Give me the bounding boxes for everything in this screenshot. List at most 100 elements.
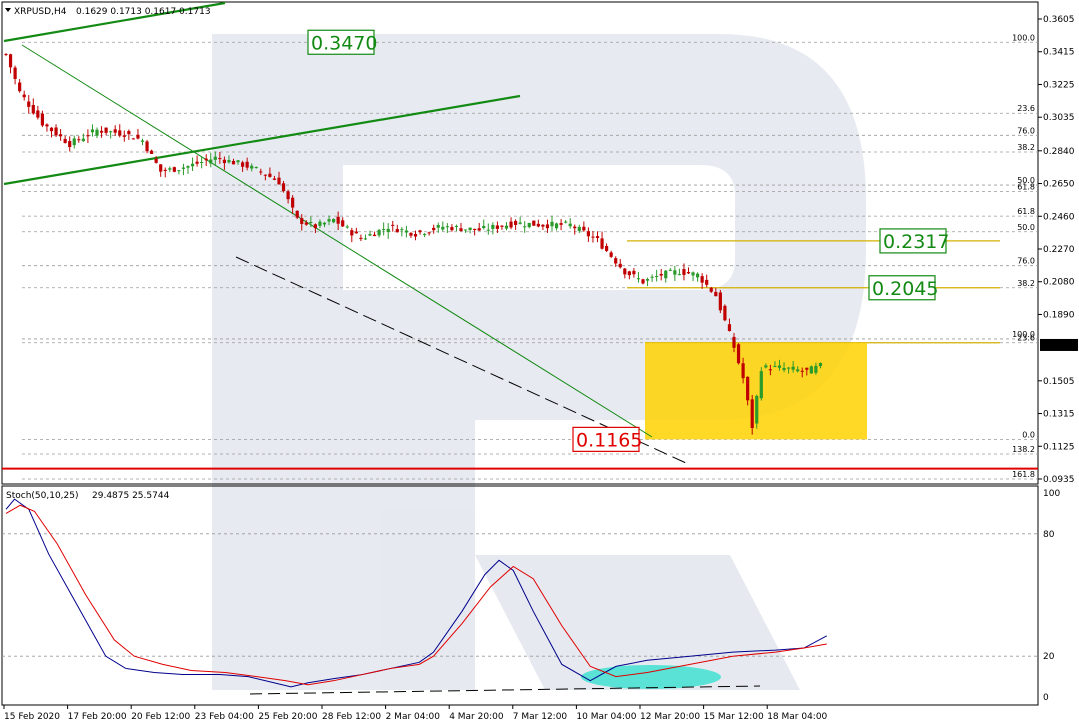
candle xyxy=(559,219,563,231)
candle xyxy=(59,129,63,141)
time-tick-label: 10 Mar 04:00 xyxy=(576,712,636,722)
candle xyxy=(818,362,823,369)
candle xyxy=(787,366,791,374)
callout-target-2: 0.2045 xyxy=(868,275,938,301)
stoch-indicator-label: Stoch(50,10,25) xyxy=(6,491,79,501)
candle xyxy=(177,169,181,175)
candle xyxy=(295,210,299,220)
candle xyxy=(514,219,518,230)
svg-text:0.1165: 0.1165 xyxy=(576,429,642,451)
candle xyxy=(691,271,695,282)
candle xyxy=(796,366,800,373)
fib-level-label: 76.0 xyxy=(1017,126,1035,135)
price-tick-label: 0.2650 xyxy=(1043,180,1075,190)
candle xyxy=(427,231,431,236)
stoch-divergence-line xyxy=(249,685,761,695)
candle xyxy=(800,367,804,378)
candle xyxy=(582,221,586,232)
candle xyxy=(309,216,313,228)
time-tick-label: 4 Mar 20:00 xyxy=(449,712,504,722)
candle xyxy=(372,231,377,237)
candle xyxy=(354,227,358,234)
candle xyxy=(400,227,404,237)
candle xyxy=(609,250,613,259)
candle xyxy=(31,98,35,115)
price-tick-label: 0.1125 xyxy=(1043,442,1075,452)
candle xyxy=(764,363,768,369)
time-tick-label: 28 Feb 12:00 xyxy=(322,712,381,722)
candle xyxy=(241,160,245,172)
candle xyxy=(363,234,368,240)
consolidation-box xyxy=(645,342,867,440)
candle xyxy=(122,130,126,142)
candle xyxy=(95,127,99,139)
candle xyxy=(591,231,595,243)
candle xyxy=(736,343,741,365)
candle xyxy=(231,158,236,165)
candle xyxy=(382,222,386,236)
main-chart-header: XRPUSD,H4 0.1629 0.1713 0.1617 0.1713 xyxy=(5,7,211,17)
candle xyxy=(113,125,117,136)
candle xyxy=(773,361,777,368)
candle xyxy=(99,126,104,138)
candle xyxy=(109,130,113,139)
candle xyxy=(759,367,763,401)
candle xyxy=(809,365,813,374)
candle xyxy=(218,151,222,164)
time-axis: 15 Feb 2020 17 Feb 20:00 20 Feb 12:00 23 Fe… xyxy=(3,705,828,722)
candle xyxy=(645,277,650,287)
candle xyxy=(127,129,131,140)
candle xyxy=(404,225,408,238)
candle xyxy=(495,221,499,233)
candle xyxy=(168,166,172,173)
time-tick-label: 18 Mar 04:00 xyxy=(767,712,827,722)
candle xyxy=(791,360,795,373)
candle xyxy=(245,157,249,171)
candle xyxy=(486,223,490,235)
svg-text:0.2317: 0.2317 xyxy=(883,231,949,253)
collapse-triangle-icon[interactable] xyxy=(5,8,11,12)
candle xyxy=(368,230,372,237)
stoch-levels xyxy=(2,533,1038,657)
candle xyxy=(104,127,108,136)
candle xyxy=(313,223,317,234)
candle xyxy=(300,214,304,231)
candle xyxy=(696,272,700,282)
svg-text:0.3470: 0.3470 xyxy=(311,32,377,54)
candle xyxy=(777,359,782,371)
candle xyxy=(159,164,163,177)
time-tick-label: 23 Feb 04:00 xyxy=(195,712,254,722)
candle xyxy=(181,163,186,176)
candle xyxy=(655,269,659,282)
fib-level-label: 23.6 xyxy=(1017,334,1035,343)
candle xyxy=(632,268,636,278)
candle xyxy=(386,223,390,239)
candle xyxy=(409,232,413,238)
candle xyxy=(673,265,677,281)
candle xyxy=(345,224,349,229)
fib-level-label: 50.0 xyxy=(1017,176,1035,185)
candle xyxy=(172,166,176,173)
price-tick-label: 0.1890 xyxy=(1043,310,1075,320)
candle xyxy=(768,364,772,376)
candle xyxy=(341,217,345,227)
candle xyxy=(482,219,486,230)
candle xyxy=(377,229,381,238)
candle xyxy=(250,163,254,172)
stoch-tick-label: 80 xyxy=(1043,530,1055,540)
candle xyxy=(304,220,308,226)
candle xyxy=(600,231,604,250)
candle xyxy=(463,229,468,233)
candle xyxy=(641,278,645,285)
candle xyxy=(332,218,336,224)
svg-text:0.1713: 0.1713 xyxy=(1042,341,1074,351)
candle xyxy=(441,221,445,232)
candle xyxy=(627,270,631,280)
price-axis: 0.3605 0.3415 0.3225 0.3035 0.2840 0.2650 0.24… xyxy=(1038,15,1075,485)
candle xyxy=(664,270,668,283)
candle xyxy=(272,175,277,181)
candle xyxy=(68,136,72,152)
price-tick-label: 0.2270 xyxy=(1043,245,1075,255)
price-tick-label: 0.2080 xyxy=(1043,278,1075,288)
